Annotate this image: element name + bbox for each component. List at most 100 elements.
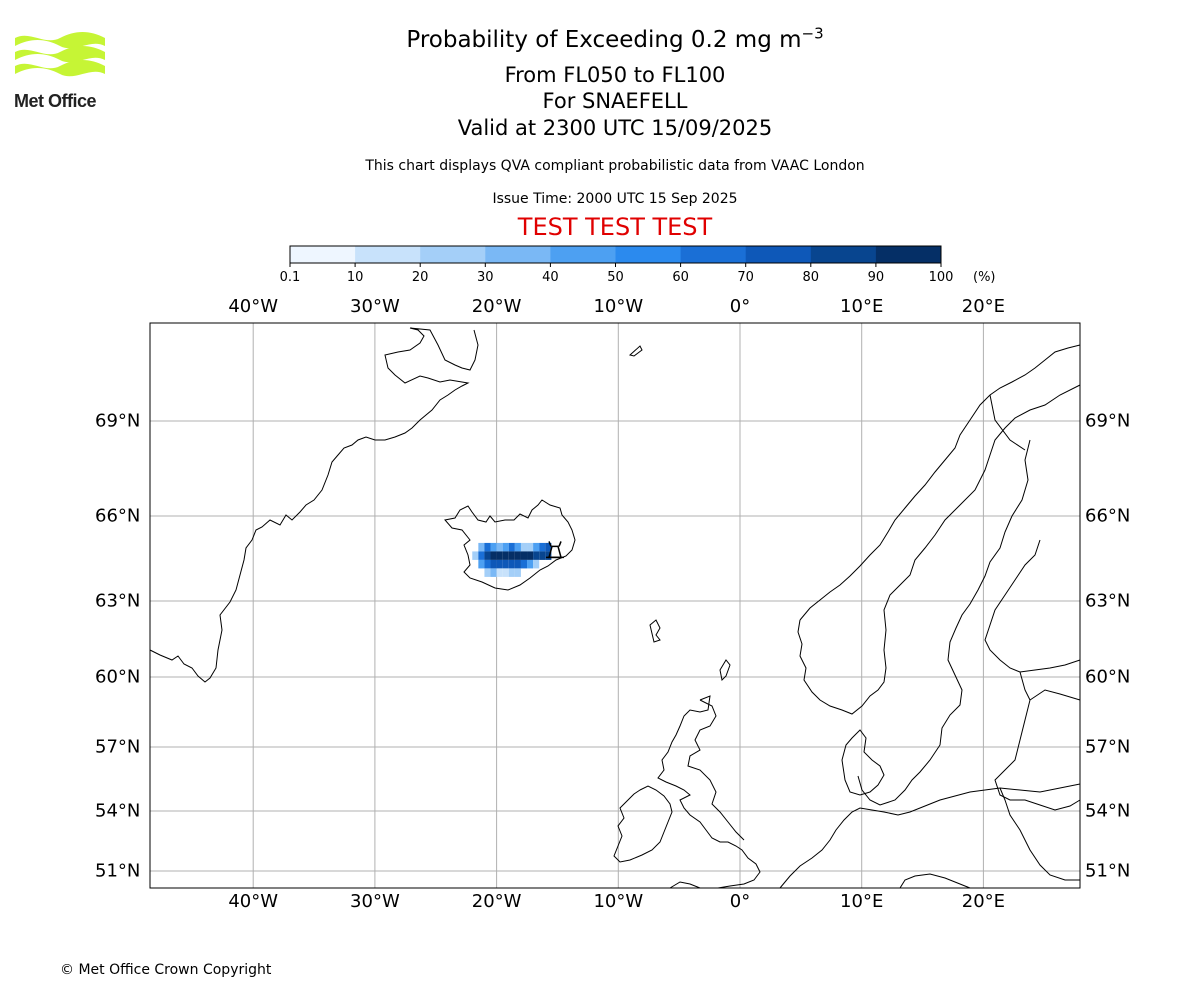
ash-probability-cell [484,551,491,560]
ash-probability-cell [520,551,528,560]
longitude-label: 40°W [228,296,279,317]
map-panel [149,322,1081,889]
colorbar-tick-label: 20 [411,270,429,285]
ash-probability-cell [514,542,521,552]
ash-probability-cell [508,568,515,577]
ash-probability-field [472,542,552,577]
longitude-label: 40°W [228,891,279,912]
ash-probability-cell [496,551,503,560]
ash-probability-cell [539,542,546,552]
ash-probability-cell [490,542,497,552]
baltic-states [994,689,1081,811]
ash-probability-cell [496,542,503,552]
ash-probability-cell [508,551,515,560]
ireland-coast [613,785,673,863]
latitude-label: 69°N [95,410,141,432]
colorbar-tick-label: 90 [867,270,885,285]
longitude-label: 0° [729,296,751,317]
chart-title: Probability of Exceeding 0.2 mg m−3 [406,24,824,53]
latitude-label: 60°N [1085,666,1131,688]
colorbar-segment [875,246,942,263]
greenland-coast [149,327,479,683]
longitude-label: 20°E [961,891,1006,912]
colorbar-segment [745,246,812,263]
colorbar-segment [615,246,682,263]
latitude-label: 57°N [1085,736,1131,758]
issue-time: Issue Time: 2000 UTC 15 Sep 2025 [492,191,738,207]
latitude-label: 66°N [95,505,141,527]
latitude-label: 63°N [1085,590,1131,612]
ash-probability-cell [490,568,497,577]
ash-probability-cell [533,551,540,560]
latitude-label: 60°N [95,666,141,688]
ash-probability-cell [527,551,534,560]
longitude-label: 0° [729,891,751,912]
colorbar-tick-label: 50 [607,270,624,285]
ash-probability-cell [502,542,509,552]
finland-coast [984,539,1081,673]
latitude-label: 54°N [1085,800,1131,822]
shetland [719,659,731,682]
longitude-label: 20°E [961,296,1006,317]
chart-subtitle: This chart displays QVA compliant probab… [365,158,865,174]
colorbar-segment [485,246,551,263]
colorbar-tick-label: 70 [737,270,754,285]
latitude-label: 66°N [1085,505,1131,527]
ash-probability-cell [508,559,515,569]
ash-probability-cell [527,559,534,569]
borders [989,394,1080,881]
uk-coast [657,695,761,889]
longitude-label: 10°W [593,891,644,912]
volcano-marker-icon [546,541,565,559]
ash-probability-cell [508,542,515,552]
longitude-label: 10°W [593,296,644,317]
colorbar-unit: (%) [973,270,996,285]
ash-probability-cell [496,568,503,577]
ash-probability-cell [539,551,546,560]
colorbar-segment [290,246,356,263]
colorbar-tick-label: 30 [477,270,494,285]
ash-probability-cell [520,542,528,552]
colorbar-segment [355,246,421,263]
colorbar-segment [680,246,747,263]
continental-coast [779,783,1081,889]
ash-probability-cell [502,551,509,560]
faroe-islands [649,619,661,643]
ash-probability-cell [502,568,509,577]
met-office-logo-text: Met Office [14,91,97,111]
ash-probability-cell [514,568,521,577]
ash-probability-cell [478,551,485,560]
latitude-label: 63°N [95,590,141,612]
colorbar-tick-label: 10 [346,270,364,285]
colorbar-segment [420,246,486,263]
graticule [150,323,1080,888]
colorbar-tick-label: 40 [542,270,559,285]
longitude-label: 30°W [350,891,400,912]
iceland-coast [444,499,576,591]
longitude-label: 20°W [471,891,522,912]
flight-level-range: From FL050 to FL100 [504,63,726,87]
ash-probability-cell [520,559,528,569]
met-office-logo-waves [15,32,105,77]
ash-probability-cell [490,559,497,569]
ash-probability-cell [484,559,491,569]
volcano-name: For SNAEFELL [542,89,688,113]
longitude-label: 20°W [471,296,522,317]
colorbar-tick-label: 0.1 [279,270,301,285]
colorbar [289,245,942,267]
colorbar-segment [810,246,877,263]
ash-probability-cell [545,542,552,552]
ash-probability-cell [514,559,521,569]
colorbar-tick-label: 60 [672,270,689,285]
longitude-label: 10°E [840,296,884,317]
norway-coast [797,344,1081,715]
latitude-label: 57°N [95,736,141,758]
colorbar-tick-label: 80 [802,270,820,285]
copyright-notice: © Met Office Crown Copyright [60,962,272,978]
latitude-label: 69°N [1085,410,1131,432]
longitude-label: 30°W [350,296,400,317]
ash-probability-cell [502,559,509,569]
latitude-label: 54°N [95,800,141,822]
denmark-coast [841,729,885,796]
